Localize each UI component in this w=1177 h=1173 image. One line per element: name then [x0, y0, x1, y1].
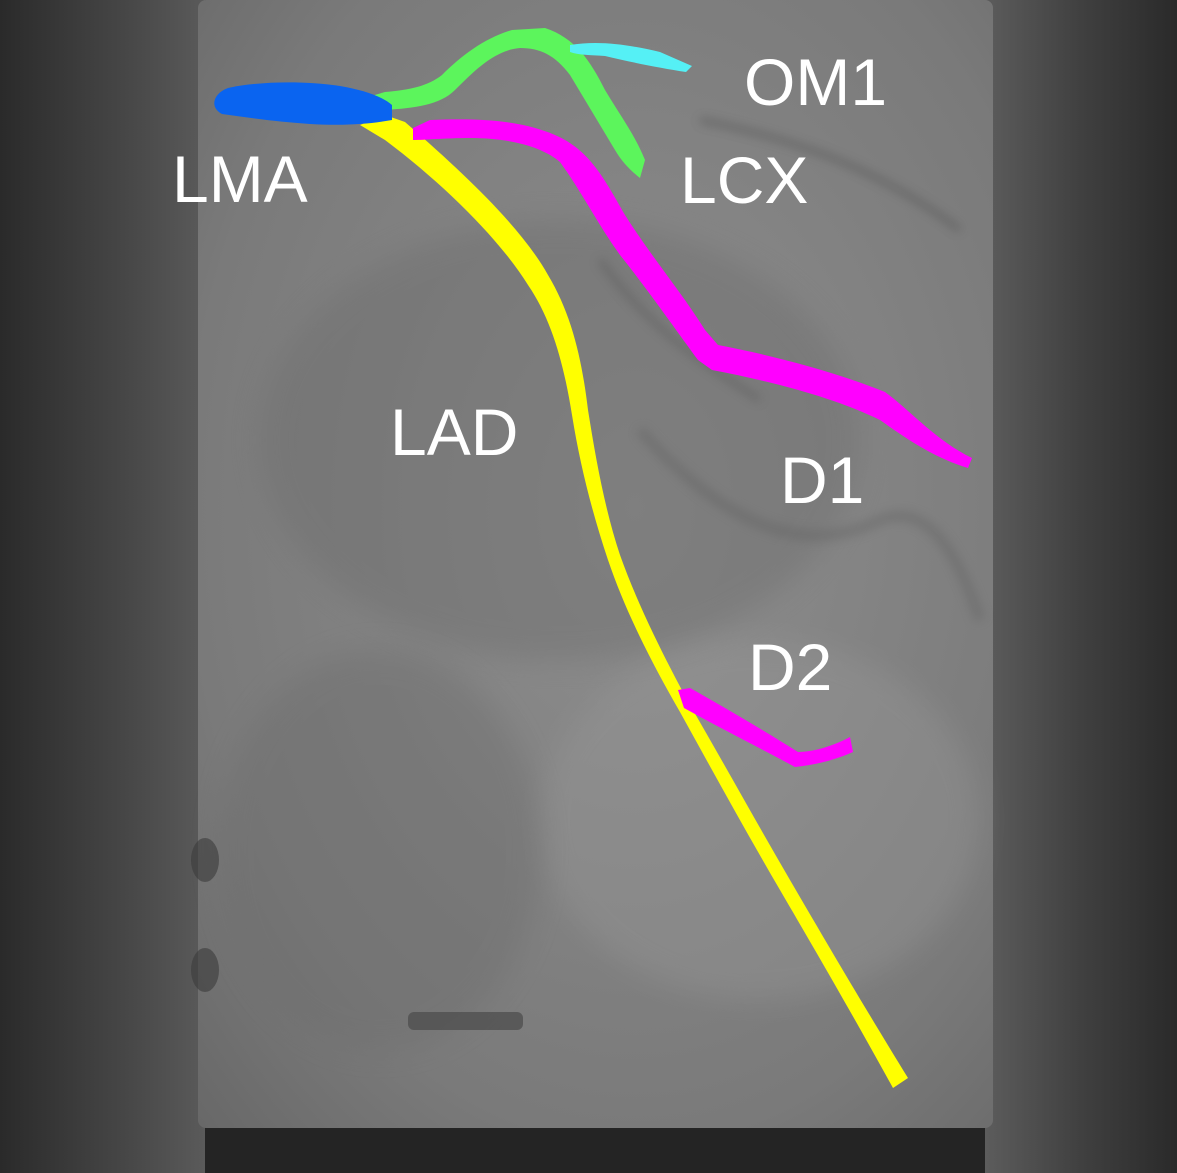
label-d2: D2	[748, 630, 832, 704]
label-d1: D1	[780, 443, 864, 517]
om1-vessel	[570, 42, 692, 72]
label-lma: LMA	[172, 142, 308, 216]
label-lcx: LCX	[680, 143, 808, 217]
d1-vessel	[413, 119, 972, 468]
lcx-vessel	[358, 28, 645, 178]
label-om1: OM1	[744, 45, 887, 119]
lad-vessel	[360, 115, 908, 1088]
label-lad: LAD	[390, 395, 518, 469]
vessel-labels: LMA LAD LCX OM1 D1 D2	[172, 45, 887, 704]
vessel-overlays	[214, 28, 972, 1088]
d2-vessel	[678, 688, 853, 767]
lma-vessel	[214, 82, 392, 125]
